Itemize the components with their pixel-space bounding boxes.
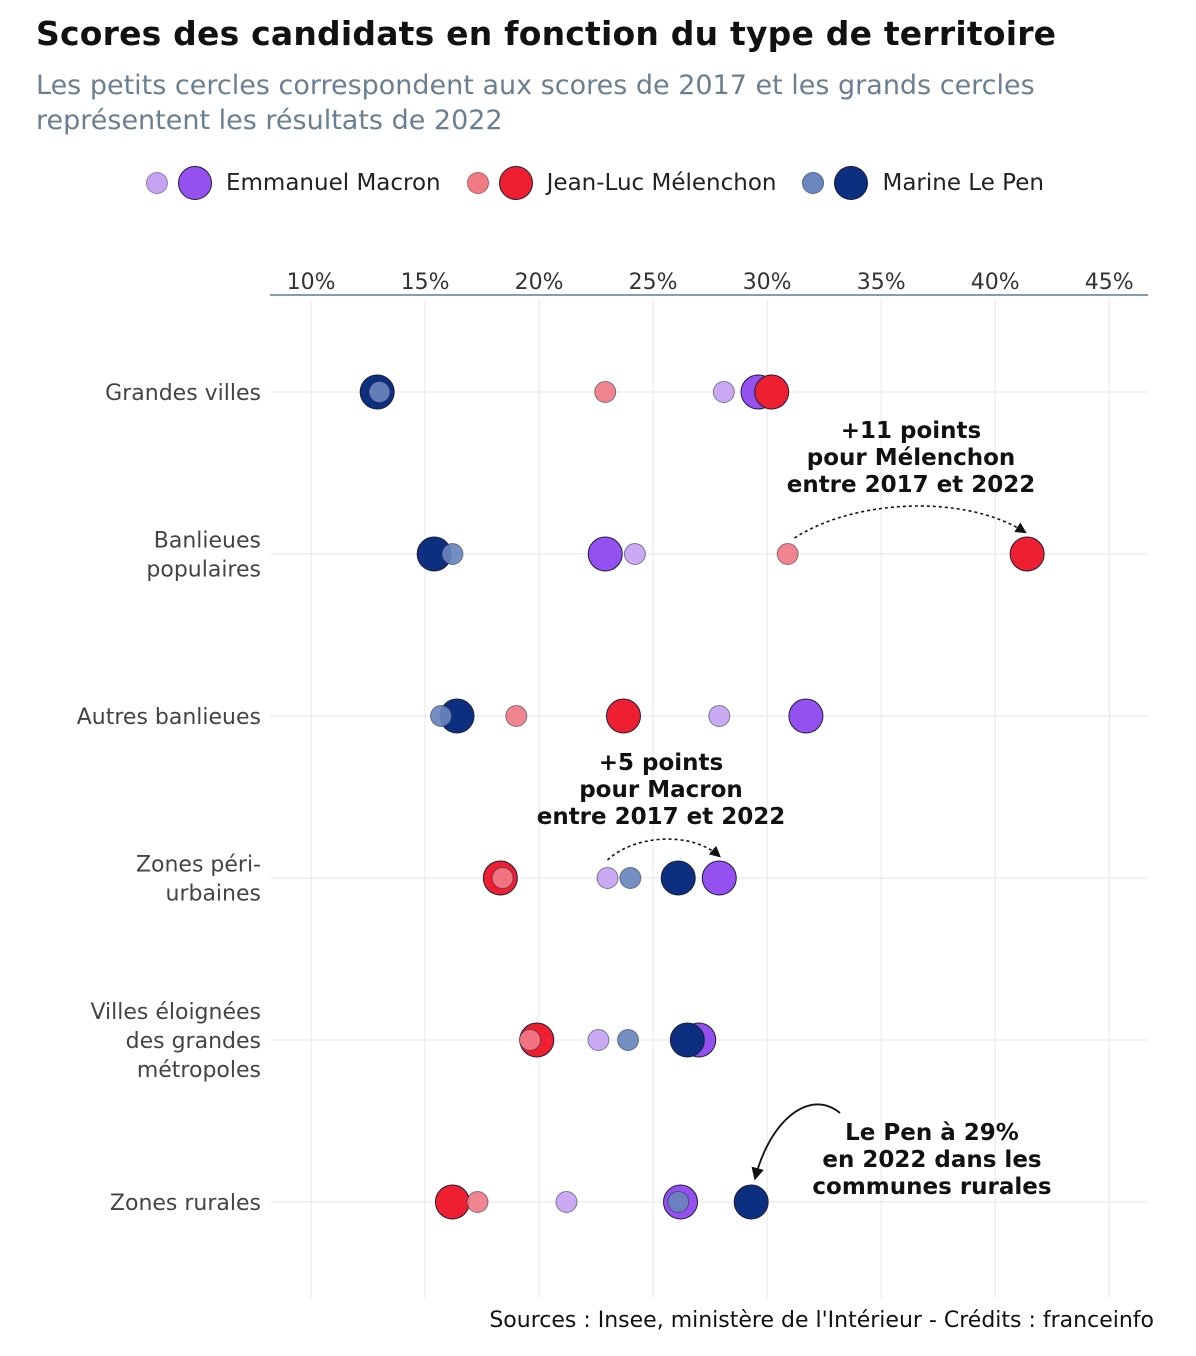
chart-subtitle: Les petits cercles correspondent aux sco… [36,70,1035,136]
category-label-line: populaires [146,558,261,583]
point-2017 [441,543,464,565]
point-2017 [555,1191,578,1213]
point-2017 [430,705,453,727]
data-points [359,374,1045,1220]
annotation-arrow [606,838,721,861]
annotation-line: entre 2017 et 2022 [537,804,786,830]
x-tick-label: 15% [401,270,450,295]
annotation-line: Le Pen à 29% [845,1120,1019,1146]
category-label: Zones rurales [110,1191,261,1216]
legend-dot-2017 [146,172,168,194]
legend-dot-2017 [802,172,825,194]
category-label-line: Autres banlieues [77,705,261,730]
legend: Emmanuel Macron Jean-Luc Mélenchon Marin… [146,162,1070,204]
category-label-line: des grandes [126,1029,261,1054]
point-2017 [368,381,391,403]
point-2017 [518,1029,541,1051]
point-2022 [754,374,790,410]
source-credit: Sources : Insee, ministère de l'Intérieu… [489,1308,1154,1333]
legend-item-macron: Emmanuel Macron [146,166,441,200]
annotation-arrow [751,1103,841,1181]
category-label-line: métropoles [137,1058,261,1083]
legend-label: Emmanuel Macron [226,170,441,196]
point-2022 [587,536,623,572]
category-label-line: Banlieues [154,529,261,554]
point-2017 [587,1029,610,1051]
point-2017 [776,543,799,565]
annotation-arrow [794,505,1027,539]
point-2022 [701,860,737,896]
point-2017 [617,1029,640,1051]
legend-dot-2022 [498,166,533,200]
category-label: Autres banlieues [77,705,261,730]
legend-dot-2022 [834,166,869,200]
category-labels: Grandes villes Banlieues populaires Autres … [77,381,261,1216]
x-tick-label: 30% [743,270,792,295]
legend-label: Jean-Luc Mélenchon [546,170,777,196]
point-2017 [667,1191,690,1213]
annotation-line: pour Macron [579,777,743,803]
annotation-line: +5 points [599,750,724,776]
annotation-line: pour Mélenchon [807,445,1016,471]
annotation-line: entre 2017 et 2022 [787,472,1036,498]
x-tick-label: 10% [287,270,336,295]
category-label: Villes éloignées des grandes métropoles [90,1000,261,1083]
legend-dot-2017 [466,172,489,194]
x-tick-label: 45% [1085,270,1134,295]
point-2017 [466,1191,489,1213]
point-2022 [605,698,641,734]
legend-item-le-pen: Marine Le Pen [802,166,1044,200]
x-tick-label: 35% [857,270,906,295]
point-2022 [733,1184,769,1220]
dot-plot: 10% 15% 20% 25% 30% 35% 40% 45% Grandes villes B… [77,270,1148,1298]
annotation-text: +11 points pour Mélenchon entre 2017 et 20… [787,418,1036,498]
category-label: Zones péri-urbaines [136,853,261,907]
annotation-text: +5 points pour Macron entre 2017 et 2022 [537,750,786,830]
point-2017 [596,867,619,889]
category-label-line: Zones péri- [136,853,261,878]
point-2017 [708,705,731,727]
category-label-line: Villes éloignées [90,1000,261,1025]
point-2022 [1009,536,1045,572]
chart-title: Scores des candidats en fonction du type… [36,14,1057,53]
category-label: Grandes villes [105,381,261,406]
category-label-line: urbaines [166,882,262,907]
point-2022 [434,1184,470,1220]
x-tick-label: 25% [629,270,678,295]
legend-label: Marine Le Pen [882,170,1044,196]
annotation-line: en 2022 dans les [822,1147,1041,1173]
legend-item-melenchon: Jean-Luc Mélenchon [466,166,777,200]
annotation-line: communes rurales [812,1174,1051,1200]
point-2017 [712,381,735,403]
point-2017 [619,867,642,889]
legend-dot-2022 [178,166,212,200]
x-tick-label: 40% [971,270,1020,295]
point-2022 [660,860,696,896]
point-2017 [623,543,646,565]
point-2022 [788,698,824,734]
category-label-line: Zones rurales [110,1191,261,1216]
annotations: +11 points pour Mélenchon entre 2017 et 20… [537,418,1052,1200]
annotation-line: +11 points [841,418,982,444]
point-2017 [594,381,617,403]
point-2017 [491,867,514,889]
category-label: Banlieues populaires [146,529,261,583]
point-2022 [669,1022,705,1058]
point-2017 [505,705,528,727]
category-label-line: Grandes villes [105,381,261,406]
annotation-text: Le Pen à 29% en 2022 dans les communes rur… [812,1120,1051,1200]
x-tick-label: 20% [515,270,564,295]
x-axis: 10% 15% 20% 25% 30% 35% 40% 45% [270,270,1148,296]
